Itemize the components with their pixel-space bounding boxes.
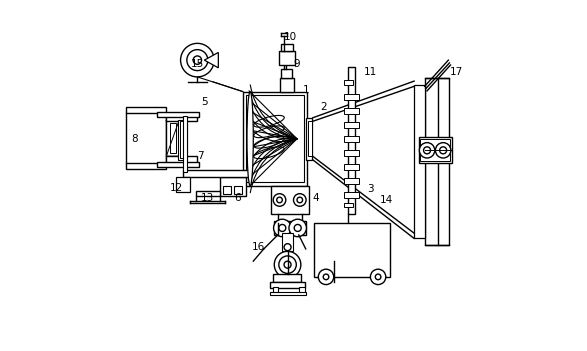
Circle shape [284,244,291,251]
Circle shape [370,269,386,285]
Text: 8: 8 [131,134,138,144]
Bar [166,156,197,163]
Circle shape [297,197,302,203]
Bar [220,177,247,197]
Text: 15: 15 [191,59,204,69]
Bar [344,164,359,170]
Text: 4: 4 [313,193,319,203]
Text: 3: 3 [367,185,374,194]
Bar [424,78,449,245]
Text: 17: 17 [450,67,463,77]
Polygon shape [204,52,218,68]
Bar [247,95,304,183]
Circle shape [289,219,306,237]
Text: 6: 6 [234,193,241,203]
Bar [308,121,312,156]
Bar [344,192,359,198]
Bar [344,136,359,142]
Bar [344,94,359,100]
Bar [344,122,359,128]
Text: 14: 14 [380,195,393,205]
Bar [279,51,295,65]
Bar [420,139,450,161]
Bar [269,282,305,288]
Text: 7: 7 [198,151,204,161]
Bar [281,44,293,51]
Bar [299,287,305,294]
Circle shape [187,49,208,71]
Bar [344,178,359,184]
Bar [178,120,187,160]
Text: 10: 10 [284,32,296,42]
Bar [183,116,187,172]
Circle shape [323,274,329,280]
Circle shape [294,224,301,231]
Bar [306,118,312,160]
Circle shape [181,43,214,77]
Circle shape [294,194,306,206]
Bar [282,233,293,251]
Bar [170,123,176,153]
Bar [274,221,306,235]
Bar [414,85,426,238]
Bar [348,67,355,214]
Circle shape [274,251,301,278]
Bar [344,108,359,114]
Circle shape [440,147,447,154]
Text: 11: 11 [364,67,377,77]
Bar [419,137,452,163]
Circle shape [436,143,451,158]
Bar [234,186,242,194]
Bar [344,150,359,156]
Bar [344,80,353,85]
Bar [176,177,190,192]
Text: 2: 2 [320,102,326,112]
Circle shape [279,224,286,231]
Bar [271,186,309,214]
Circle shape [274,219,291,237]
Bar [180,121,185,158]
Bar [281,69,292,78]
Circle shape [375,274,381,280]
Bar [166,120,180,156]
Bar [344,203,353,207]
Circle shape [424,147,430,154]
Circle shape [193,56,201,64]
Bar [126,107,166,168]
Text: 16: 16 [252,242,265,252]
Bar [315,223,390,277]
Bar [157,112,199,117]
Bar [273,287,278,294]
Text: 9: 9 [294,59,301,69]
Text: 13: 13 [201,193,214,203]
Bar [157,161,199,167]
Text: 12: 12 [170,183,183,193]
Circle shape [279,256,296,273]
Bar [279,78,294,92]
Bar [273,274,301,282]
Circle shape [276,197,282,203]
Bar [243,92,308,186]
Text: 5: 5 [201,97,208,107]
Circle shape [284,261,291,268]
Bar [166,114,197,121]
Bar [223,186,231,194]
Bar [195,191,220,197]
Bar [183,170,250,177]
Text: 1: 1 [302,85,309,95]
Ellipse shape [247,92,254,186]
Circle shape [318,269,333,285]
Bar [269,292,306,295]
Circle shape [419,143,435,158]
Circle shape [273,194,286,206]
